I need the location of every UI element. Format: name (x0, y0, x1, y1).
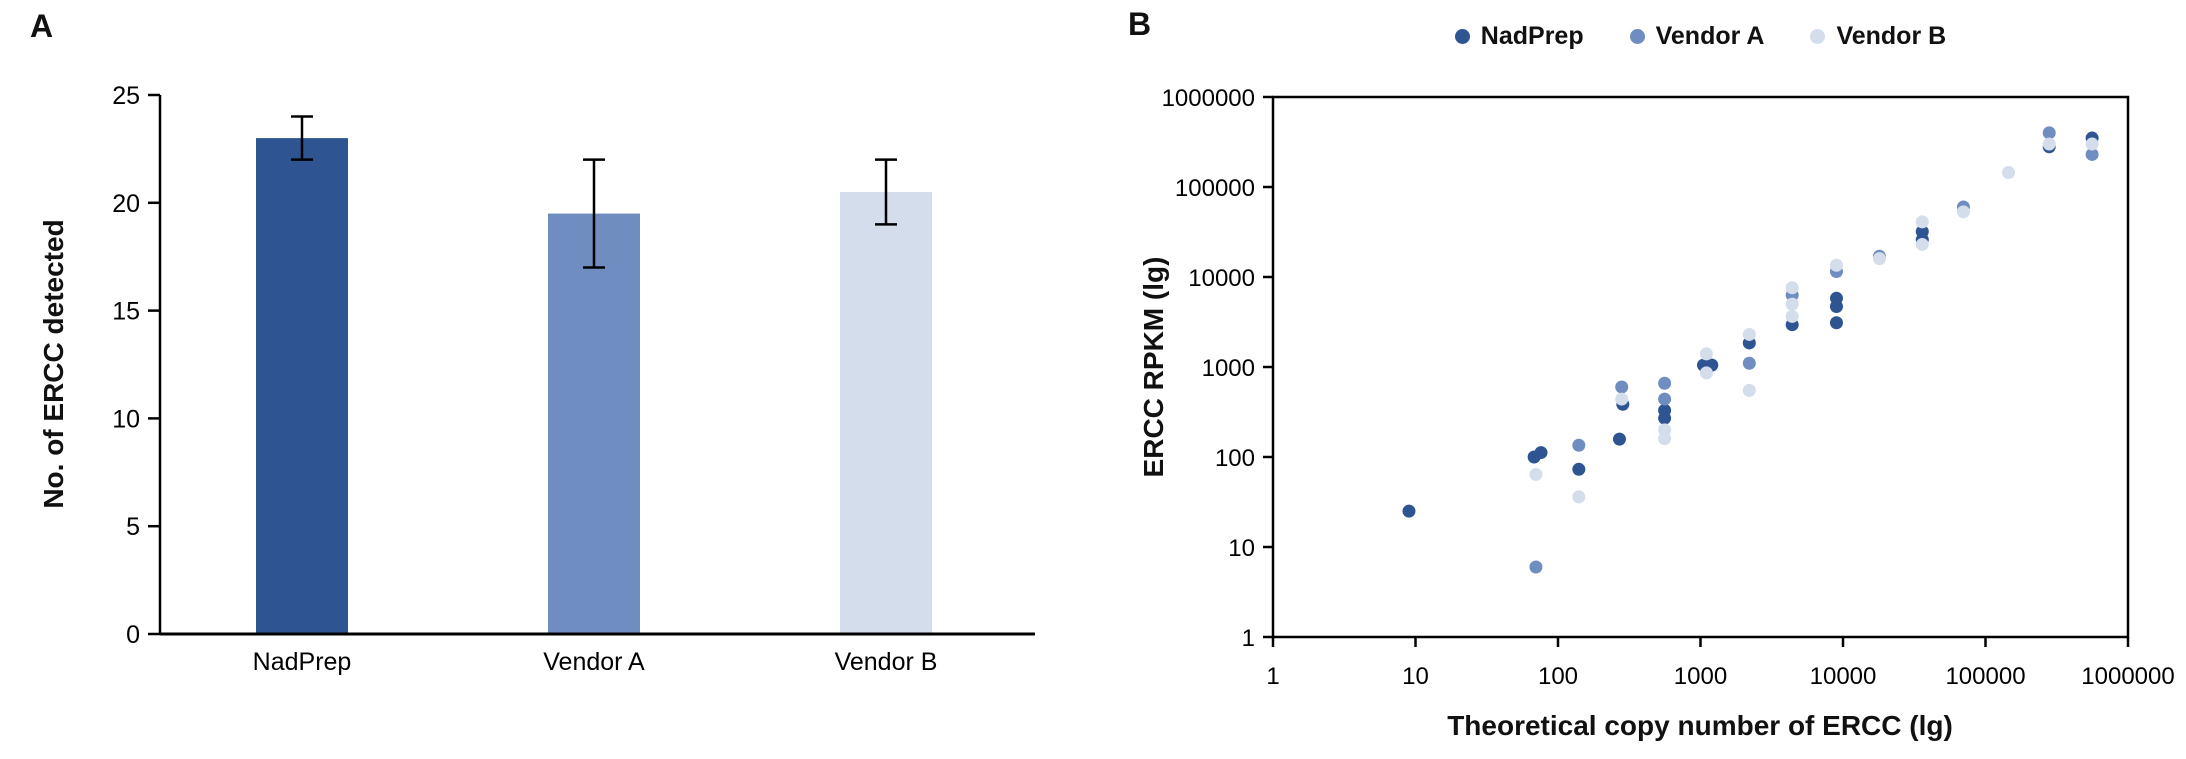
scatter-point-vendor-b (1915, 237, 1929, 251)
bar-chart-panel-a: 0 5 10 15 20 25 NadPrep Vendor A Vendor B (112, 82, 1035, 676)
scatter-point-nadprep (1572, 462, 1586, 476)
scatter-point-vendor-a (1658, 376, 1672, 390)
scatter-point-nadprep (1829, 316, 1843, 330)
y-tick-label: 10 (112, 405, 140, 433)
legend-dot-vendor-b (1810, 29, 1826, 44)
y-tick-label: 20 (112, 190, 140, 218)
scatter-point-vendor-b (1615, 392, 1629, 406)
x-category-label: Vendor B (835, 648, 938, 676)
y-tick-label: 1000 (1202, 355, 1255, 382)
scatter-point-vendor-b (1956, 205, 1970, 219)
legend-label-nadprep: NadPrep (1480, 22, 1584, 50)
x-tick-label: 10000 (1810, 663, 1877, 690)
scatter-point-vendor-a (1658, 392, 1672, 406)
plot-border (1271, 95, 2130, 639)
y-tick-label: 5 (126, 513, 140, 541)
scatter-point-vendor-b (1785, 297, 1799, 311)
legend-label-vendor-a: Vendor A (1655, 22, 1765, 50)
scatter-point-vendor-a (1615, 380, 1629, 394)
scatter-point-vendor-b (1658, 432, 1672, 446)
scatter-point-vendor-a (1572, 438, 1586, 452)
legend-label-vendor-b: Vendor B (1836, 22, 1947, 50)
scatter-point-vendor-b (1699, 347, 1713, 361)
y-tick-label: 15 (112, 298, 140, 326)
x-tick-label: 1000000 (2081, 663, 2174, 690)
scatter-point-nadprep (1612, 432, 1626, 446)
scatter-point-vendor-a (1529, 560, 1543, 574)
legend-item-vendor-a: Vendor A (1629, 22, 1765, 51)
scatter-point-vendor-a (2042, 126, 2056, 140)
x-tick-label: 1 (1266, 663, 1279, 690)
y-tick-label: 10000 (1188, 265, 1255, 292)
bar-vendor-b (840, 192, 932, 634)
bar-nadprep (256, 138, 348, 634)
scatter-point-vendor-b (1872, 252, 1886, 266)
scatter-point-vendor-a (2085, 147, 2099, 161)
scatter-point-vendor-b (1742, 327, 1756, 341)
y-tick-label: 100 (1215, 445, 1255, 472)
y-tick-label: 0 (126, 621, 140, 649)
y-tick-label: 1 (1242, 625, 1255, 652)
scatter-point-nadprep (1402, 504, 1416, 518)
scatter-point-vendor-b (1742, 383, 1756, 397)
scatter-point-vendor-b (1572, 490, 1586, 504)
x-tick-label: 1000 (1674, 663, 1727, 690)
x-tick-label: 10 (1402, 663, 1429, 690)
x-tick-label: 100 (1538, 663, 1578, 690)
scatter-point-vendor-b (1829, 258, 1843, 272)
panel-b-x-axis-title: Theoretical copy number of ERCC (lg) (1447, 710, 1953, 741)
y-tick-label: 10 (1228, 535, 1255, 562)
legend-dot-vendor-a (1629, 29, 1645, 44)
scatter-point-vendor-b (2001, 165, 2015, 179)
scatter-point-nadprep (1658, 411, 1672, 425)
legend-item-vendor-b: Vendor B (1810, 22, 1946, 51)
legend-dot-nadprep (1454, 29, 1470, 44)
panel-b-label: B (1128, 6, 1152, 42)
bar-vendor-a (548, 213, 640, 634)
scatter-point-vendor-b (2085, 137, 2099, 151)
scatter-point-nadprep (1829, 300, 1843, 314)
scatter-point-vendor-b (1699, 366, 1713, 380)
legend: NadPrep Vendor A Vendor B (1273, 22, 2128, 51)
scatter-chart-panel-b: 1 10 100 1000 10000 100000 1000000 1 10 100 1000 10… (1162, 85, 2175, 690)
panel-a-label: A (30, 8, 54, 44)
x-category-label: NadPrep (253, 648, 352, 676)
scatter-point-vendor-b (2042, 137, 2056, 151)
y-tick-label: 25 (112, 82, 140, 110)
scatter-point-vendor-b (1785, 281, 1799, 295)
scatter-point-nadprep (1534, 446, 1548, 460)
legend-item-nadprep: NadPrep (1454, 22, 1584, 51)
y-tick-label: 100000 (1175, 175, 1255, 202)
scatter-point-vendor-a (1742, 356, 1756, 370)
y-tick-label: 1000000 (1162, 85, 1255, 112)
x-category-label: Vendor A (543, 648, 645, 676)
scatter-point-vendor-b (1785, 309, 1799, 323)
scatter-point-vendor-b (1529, 467, 1543, 481)
scatter-point-vendor-b (1915, 215, 1929, 229)
x-tick-label: 100000 (1945, 663, 2025, 690)
